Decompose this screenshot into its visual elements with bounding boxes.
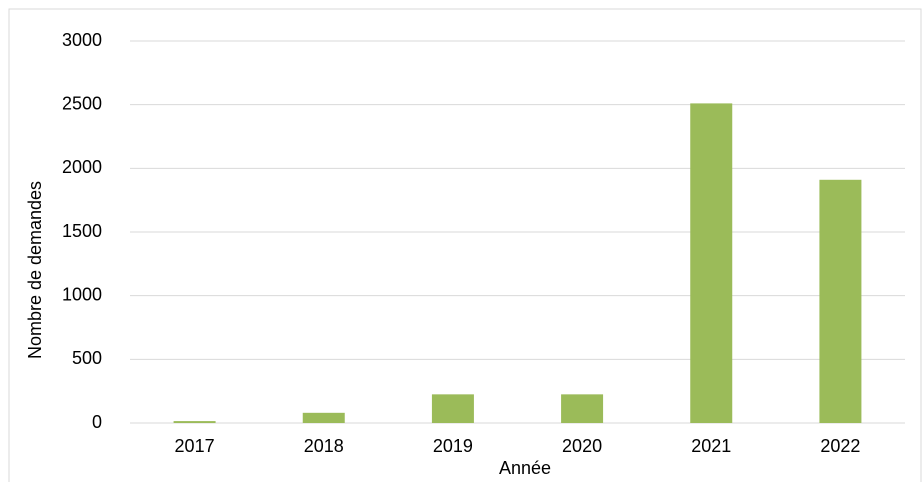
y-axis-title: Nombre de demandes <box>25 181 45 359</box>
x-tick-label: 2017 <box>175 436 215 456</box>
y-tick-label: 1000 <box>62 284 102 304</box>
y-tick-label: 3000 <box>62 30 102 50</box>
chart-frame <box>8 8 922 482</box>
x-tick-label: 2019 <box>433 436 473 456</box>
y-tick-label: 1500 <box>62 221 102 241</box>
y-tick-label: 2500 <box>62 93 102 113</box>
x-axis-title: Année <box>499 458 551 478</box>
x-tick-label: 2020 <box>562 436 602 456</box>
x-tick-label: 2022 <box>820 436 860 456</box>
bar <box>690 103 733 423</box>
y-tick-label: 0 <box>92 412 102 432</box>
x-tick-label: 2018 <box>304 436 344 456</box>
bar <box>173 421 216 423</box>
x-tick-label: 2021 <box>691 436 731 456</box>
bar <box>819 179 862 423</box>
y-tick-label: 2000 <box>62 157 102 177</box>
bar <box>431 394 474 423</box>
bar <box>561 394 604 423</box>
y-tick-label: 500 <box>72 348 102 368</box>
bar <box>302 412 345 423</box>
